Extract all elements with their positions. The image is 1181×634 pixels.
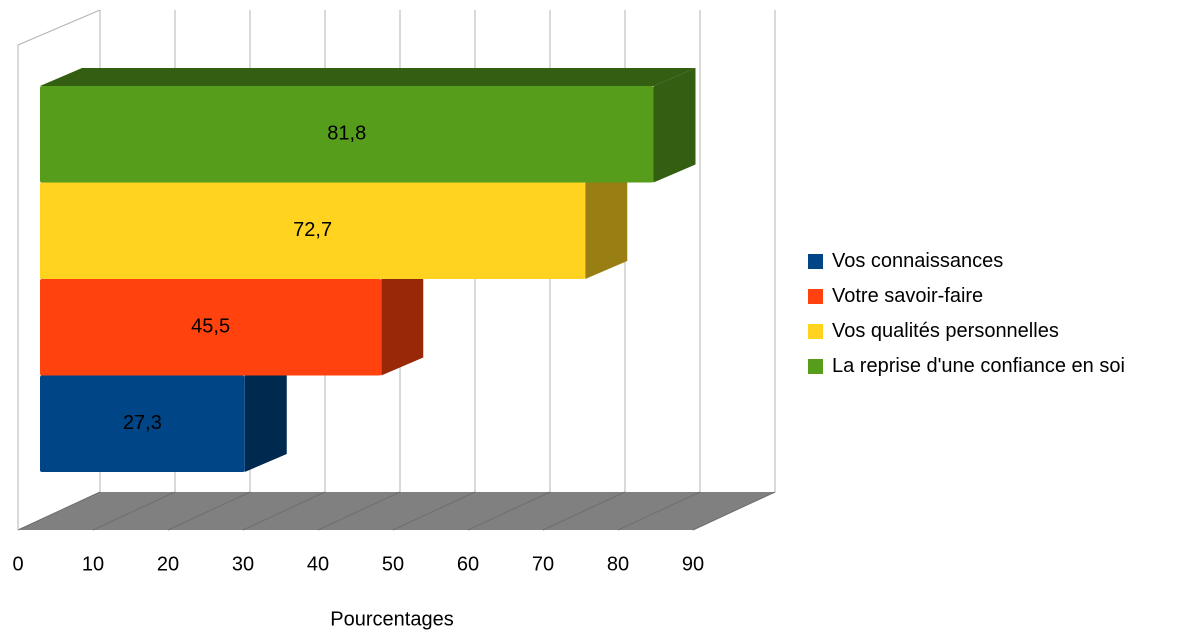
data-label: 45,5 (191, 316, 230, 338)
floor-grid-line (167, 491, 251, 531)
legend-item: Vos connaissances (808, 244, 1158, 279)
wall-edge (17, 9, 101, 46)
bar (40, 375, 245, 472)
bar (40, 182, 586, 279)
legend-label: Votre savoir-faire (832, 285, 984, 307)
x-tick-label: 20 (157, 553, 179, 575)
floor-grid-line (242, 491, 326, 531)
legend-swatch (808, 254, 823, 269)
floor-grid-line (542, 491, 626, 531)
bar-side (381, 261, 424, 376)
x-tick-label: 10 (82, 553, 104, 575)
x-tick-label: 50 (382, 553, 404, 575)
legend-item: Vos qualités personnelles (808, 314, 1158, 349)
x-tick-label: 80 (607, 553, 629, 575)
floor-grid-line (467, 491, 551, 531)
legend-label: Vos qualités personnelles (832, 320, 1059, 342)
x-tick-label: 0 (12, 553, 23, 575)
data-label: 72,7 (293, 219, 332, 241)
bar-side (653, 68, 696, 183)
x-axis-label: Pourcentages (330, 608, 453, 630)
bar-top (40, 68, 696, 86)
bar (40, 279, 382, 376)
x-tick-label: 70 (532, 553, 554, 575)
legend-swatch (808, 324, 823, 339)
bar (40, 86, 654, 183)
x-tick-label: 90 (682, 553, 704, 575)
x-tick-label: 30 (232, 553, 254, 575)
x-tick-label: 40 (307, 553, 329, 575)
floor-grid-line (17, 491, 101, 531)
floor-grid-line (617, 491, 701, 531)
floor (18, 492, 776, 530)
legend-swatch (808, 289, 823, 304)
data-label: 81,8 (327, 123, 366, 145)
legend-swatch (808, 359, 823, 374)
legend-item: La reprise d'une confiance en soi (808, 349, 1158, 384)
floor-grid-line (692, 491, 776, 531)
data-label: 27,3 (123, 412, 162, 434)
floor-grid-line (317, 491, 401, 531)
floor-grid-line (92, 491, 176, 531)
legend-item: Votre savoir-faire (808, 279, 1158, 314)
legend-label: Vos connaissances (832, 250, 1004, 272)
legend: Vos connaissances Votre savoir-faire Vos q… (808, 244, 1158, 384)
legend-label: La reprise d'une confiance en soi (832, 355, 1125, 377)
bar-side (585, 164, 628, 279)
floor-grid-line (392, 491, 476, 531)
bar-side (244, 357, 287, 472)
x-tick-label: 60 (457, 553, 479, 575)
